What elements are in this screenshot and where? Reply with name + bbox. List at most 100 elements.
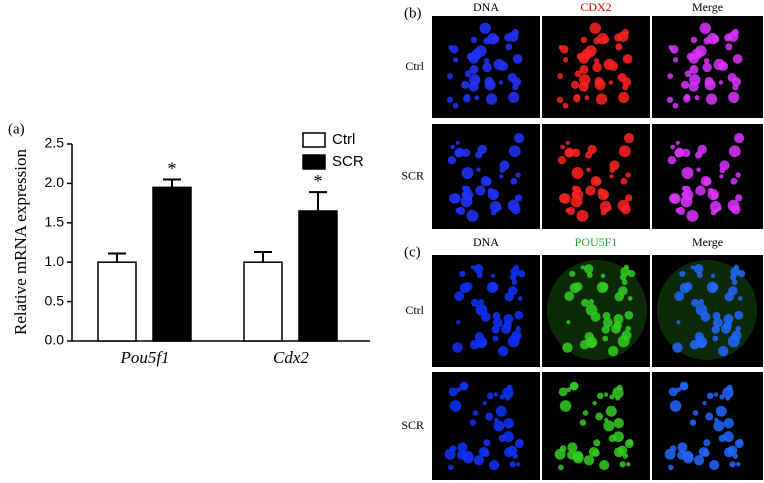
cell-nucleus xyxy=(725,43,733,51)
cell-nucleus xyxy=(729,461,736,468)
cell-nucleus xyxy=(514,310,524,320)
cell-nucleus xyxy=(473,264,484,274)
cell-nucleus xyxy=(583,264,594,274)
legend-label: Ctrl xyxy=(332,131,355,148)
cell-nucleus xyxy=(483,439,491,447)
cell-nucleus xyxy=(736,438,744,446)
cell-nucleus xyxy=(592,62,602,73)
cell-nucleus xyxy=(705,412,714,421)
cell-nucleus xyxy=(723,447,735,458)
column-header: CDX2 xyxy=(580,0,611,14)
cell-nucleus xyxy=(597,33,609,45)
cell-nucleus xyxy=(491,325,500,334)
cell-nucleus xyxy=(489,200,502,213)
cell-nucleus xyxy=(573,282,583,292)
cell-nucleus xyxy=(558,387,568,397)
cell-nucleus xyxy=(503,418,514,429)
cell-nucleus xyxy=(557,73,564,80)
cell-nucleus xyxy=(589,22,601,34)
cell-nucleus xyxy=(709,459,720,471)
cell-nucleus xyxy=(690,36,698,44)
cell-nucleus xyxy=(707,33,719,45)
cell-nucleus xyxy=(713,392,719,397)
cell-nucleus xyxy=(585,45,597,57)
cell-nucleus xyxy=(723,314,734,325)
cell-nucleus xyxy=(559,445,567,452)
cell-nucleus xyxy=(608,80,614,85)
cell-nucleus xyxy=(703,177,712,186)
cell-nucleus xyxy=(477,144,487,155)
y-tick-label: 1.5 xyxy=(45,214,65,230)
significance-mark: * xyxy=(168,159,177,179)
cell-nucleus xyxy=(475,304,488,316)
cell-nucleus xyxy=(493,392,499,397)
cell-nucleus xyxy=(571,80,580,90)
row-label: Ctrl xyxy=(405,59,424,73)
cell-nucleus xyxy=(512,453,519,459)
cell-nucleus xyxy=(627,296,633,301)
cell-nucleus xyxy=(672,102,679,109)
cell-nucleus xyxy=(501,323,511,334)
cell-nucleus xyxy=(477,339,487,348)
cell-nucleus xyxy=(586,167,591,172)
cell-nucleus xyxy=(505,396,511,401)
cell-nucleus xyxy=(469,419,477,426)
cell-nucleus xyxy=(588,299,594,305)
cell-nucleus xyxy=(605,405,617,417)
cell-nucleus xyxy=(732,453,739,459)
cell-nucleus xyxy=(463,282,473,292)
cell-nucleus xyxy=(683,282,693,292)
cell-nucleus xyxy=(599,200,612,213)
cell-nucleus xyxy=(570,195,583,208)
cell-nucleus xyxy=(490,209,497,216)
cell-nucleus xyxy=(448,387,458,397)
cell-nucleus xyxy=(693,264,704,274)
micrograph xyxy=(542,372,650,480)
cell-nucleus xyxy=(674,148,684,158)
cell-nucleus xyxy=(516,438,524,446)
cell-nucleus xyxy=(452,342,463,353)
cell-nucleus xyxy=(483,58,490,64)
cell-nucleus xyxy=(730,266,740,277)
cell-nucleus xyxy=(718,80,724,85)
cell-nucleus xyxy=(581,298,590,307)
cell-nucleus xyxy=(688,53,699,64)
cell-nucleus xyxy=(498,61,509,71)
cell-nucleus xyxy=(695,185,706,196)
cell-nucleus xyxy=(615,396,621,401)
cell-nucleus xyxy=(694,332,704,342)
column-header: Merge xyxy=(692,235,723,249)
cell-nucleus xyxy=(459,270,466,277)
cell-nucleus xyxy=(587,339,597,348)
cell-nucleus xyxy=(452,102,459,109)
cell-nucleus xyxy=(689,74,701,86)
cell-nucleus xyxy=(699,22,711,34)
cell-nucleus xyxy=(603,420,615,432)
cell-nucleus xyxy=(464,70,472,78)
cell-nucleus xyxy=(456,387,462,392)
cell-nucleus xyxy=(731,279,738,286)
cell-nucleus xyxy=(620,266,630,277)
cell-nucleus xyxy=(499,394,505,400)
cell-nucleus xyxy=(620,177,628,185)
cell-nucleus xyxy=(592,400,597,406)
cell-nucleus xyxy=(728,145,741,158)
cell-nucleus xyxy=(734,310,744,320)
panel-label: (c) xyxy=(404,244,421,260)
cell-nucleus xyxy=(619,461,626,468)
cell-nucleus xyxy=(454,148,464,158)
cell-nucleus xyxy=(476,167,481,172)
cell-nucleus xyxy=(455,140,460,145)
y-tick-label: 2.0 xyxy=(45,174,65,190)
cell-nucleus xyxy=(626,461,631,467)
cell-nucleus xyxy=(608,61,619,71)
cell-nucleus xyxy=(450,193,461,204)
cell-nucleus xyxy=(474,332,484,342)
cell-nucleus xyxy=(691,298,700,307)
cell-nucleus xyxy=(595,412,604,421)
cell-nucleus xyxy=(449,445,457,452)
cell-nucleus xyxy=(710,209,717,216)
cell-nucleus xyxy=(695,304,708,316)
cell-nucleus xyxy=(457,450,467,460)
cell-nucleus xyxy=(450,144,455,150)
